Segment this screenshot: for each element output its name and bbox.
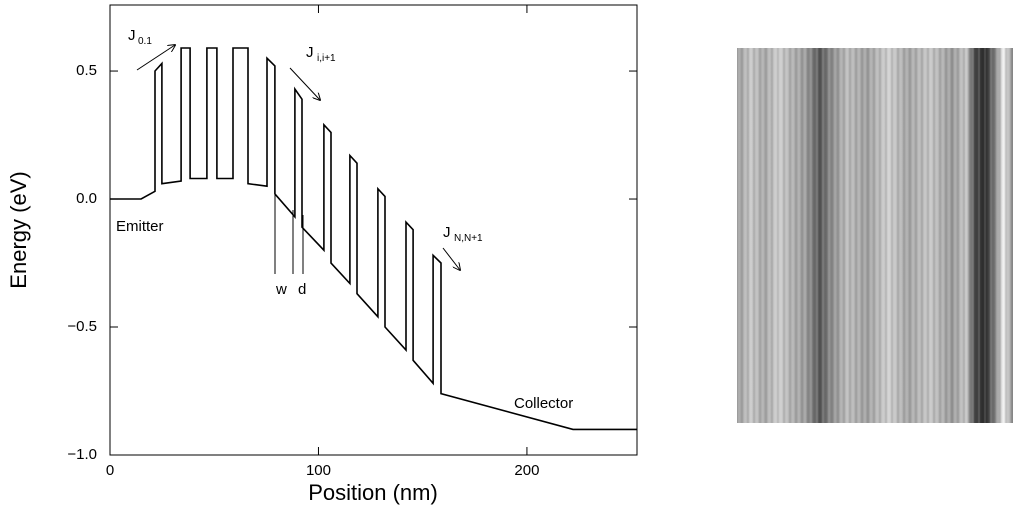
arrow [136, 45, 175, 71]
annotations: J 0.1 J i,i+1 J N,N+1 Emitter Collector … [116, 27, 573, 412]
y-tick-label: −1.0 [67, 446, 97, 463]
y-axis-label: Energy (eV) [6, 171, 31, 288]
arrow [289, 67, 320, 100]
annotation: w [275, 281, 287, 298]
arrow [442, 247, 460, 270]
y-tick-label: 0.5 [76, 62, 97, 79]
annotation-sub: N,N+1 [454, 233, 483, 244]
tem-image [737, 48, 1013, 423]
line [110, 47, 637, 431]
annotation: Collector [514, 395, 573, 412]
plot-frame [109, 4, 638, 456]
annotation-sub: 0.1 [138, 36, 152, 47]
annotation: d [298, 281, 306, 298]
annotation: J [306, 44, 314, 61]
x-tick-label: 0 [106, 462, 114, 479]
x-tick-label: 200 [514, 462, 539, 479]
x-axis-label: Position (nm) [308, 480, 438, 505]
annotation: Emitter [116, 218, 164, 235]
y-tick-label: 0.0 [76, 190, 97, 207]
x-tick-label: 100 [306, 462, 331, 479]
annotation: J [128, 27, 136, 44]
y-tick-label: −0.5 [67, 318, 97, 335]
annotation-sub: i,i+1 [317, 53, 336, 64]
annotation: J [443, 224, 451, 241]
